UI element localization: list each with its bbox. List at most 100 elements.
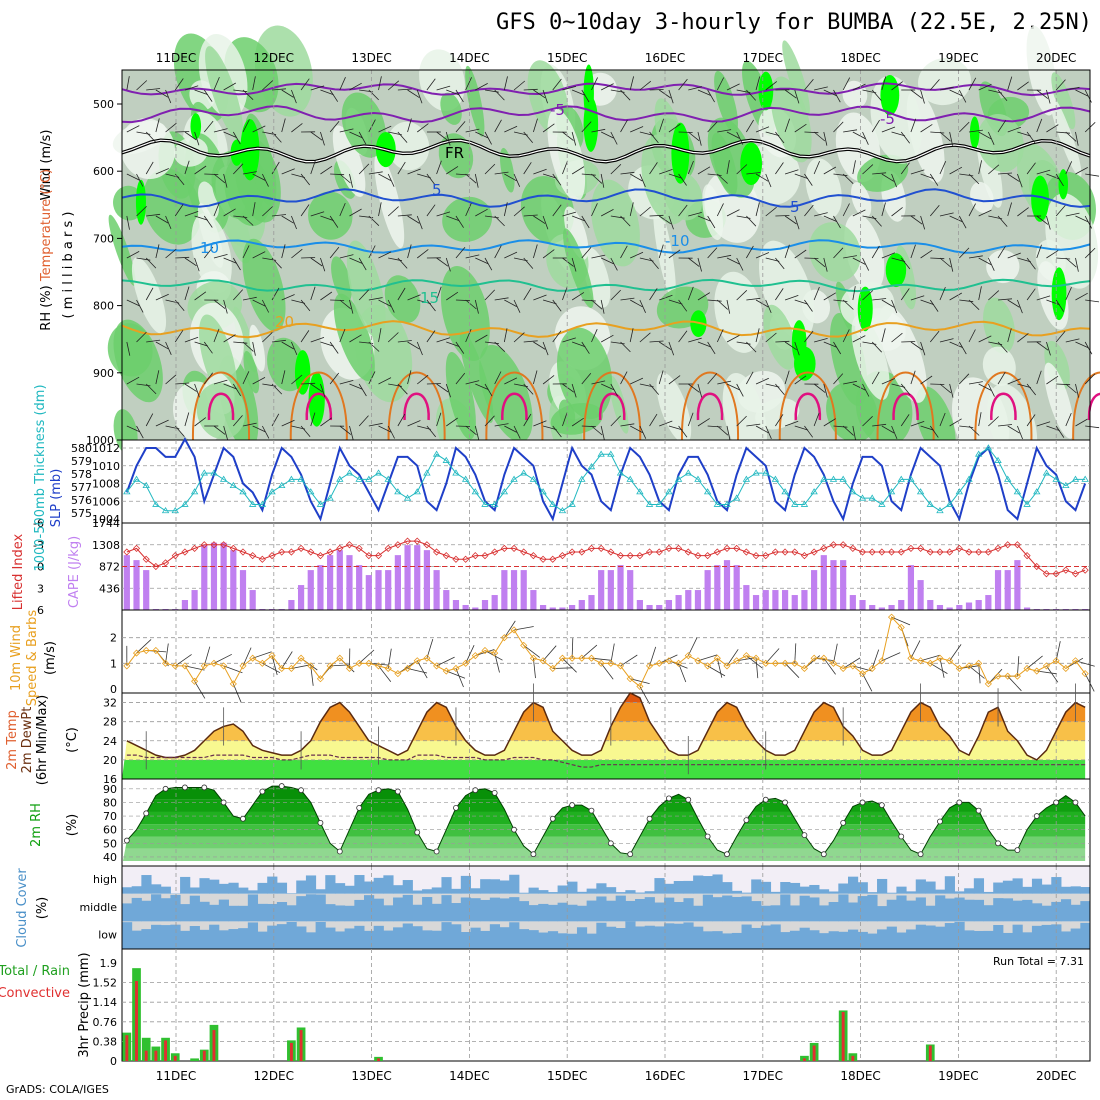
wind-barb <box>668 89 674 104</box>
cloud-bar <box>789 930 801 949</box>
cloud-bar <box>654 878 665 894</box>
wind-barb <box>310 257 323 267</box>
wind-speed-point <box>181 662 189 670</box>
wind-barb <box>591 380 606 385</box>
wind-speed-point <box>578 654 586 662</box>
wind-barb <box>1055 173 1064 187</box>
wind-barb <box>474 425 480 440</box>
wind-barb <box>203 215 213 228</box>
wind-barb <box>784 169 799 175</box>
wind-barb <box>320 89 334 96</box>
wind-barb <box>939 412 946 427</box>
wind-barb <box>629 328 634 343</box>
wind-barb <box>513 80 526 91</box>
wind-barb <box>775 383 785 395</box>
wind10-barb <box>649 646 657 667</box>
wind-barb <box>271 413 280 427</box>
cloud-bar <box>305 932 317 949</box>
wind-barb <box>126 76 130 91</box>
wind10-barb <box>291 664 312 669</box>
wind-barb <box>329 121 340 133</box>
thickness-point <box>210 469 218 476</box>
wind-barb <box>726 209 740 217</box>
pressure-tick-label: 600 <box>93 165 114 178</box>
rh-high-region <box>969 116 980 149</box>
wind10-barb <box>368 662 389 666</box>
cloud-bar <box>780 932 791 949</box>
cape-bar <box>365 575 372 610</box>
rh-point <box>607 840 614 847</box>
thickness-point <box>936 506 944 514</box>
cloud-bar <box>809 884 820 894</box>
wind-barb <box>416 215 423 230</box>
wind-barb <box>726 299 731 314</box>
wind-barb <box>1017 173 1023 188</box>
cloud-bar <box>760 925 772 949</box>
precip-frame <box>121 948 1091 1062</box>
rh-shade-region <box>332 125 366 197</box>
wind10-barb <box>862 673 873 692</box>
wind-barb <box>378 328 382 343</box>
thickness-point <box>742 475 751 482</box>
cloud-bar <box>567 881 578 894</box>
wind-barb <box>1026 414 1036 427</box>
wind-barb <box>910 370 916 385</box>
cloud-bar <box>838 931 849 949</box>
wind-barb <box>630 299 643 308</box>
wind-barb <box>523 340 538 343</box>
thickness-point <box>578 475 586 482</box>
wind-barb <box>765 332 777 343</box>
hot-contour <box>403 392 430 421</box>
wind-speed-point <box>984 680 992 688</box>
cloud-bar <box>789 882 801 894</box>
li-point <box>471 552 479 560</box>
wind-barb <box>136 206 147 217</box>
thickness-point <box>520 469 528 476</box>
temperature-contour <box>121 105 1091 124</box>
cloud-bar <box>257 931 268 949</box>
cloud-bar <box>964 888 975 894</box>
date-label-top: 20DEC <box>1036 51 1076 65</box>
wind-barb <box>997 120 1007 133</box>
cloud-bar <box>693 905 704 922</box>
wind-barb <box>252 425 266 433</box>
wind-barb <box>368 297 383 301</box>
cloud-bar <box>964 930 975 949</box>
cloud-bar <box>122 887 133 894</box>
cloud-bar <box>228 882 239 894</box>
cloud-bar <box>935 889 946 894</box>
date-label-bottom: 20DEC <box>1036 1069 1076 1083</box>
wind-speed-point <box>326 662 334 670</box>
wind-barb <box>494 341 506 352</box>
wind-barb <box>291 299 306 304</box>
wind-barb <box>446 291 459 301</box>
wind-barb <box>871 89 882 101</box>
wind-barb <box>407 89 420 98</box>
cape-bar <box>559 607 566 610</box>
wind-barb <box>426 425 437 438</box>
thickness-point <box>955 488 964 495</box>
wind-barb <box>920 215 926 230</box>
wind-barb <box>262 206 273 217</box>
wind-barb <box>378 299 392 307</box>
wind-barb <box>203 341 213 354</box>
wind10-barb <box>765 648 780 664</box>
wind-speed-point <box>161 659 170 667</box>
wind-barb <box>629 76 634 91</box>
wind-barb <box>416 374 429 385</box>
wind-barb <box>968 299 980 310</box>
cloud-bar <box>441 877 452 894</box>
wind-barb <box>804 330 814 343</box>
wind-barb <box>910 421 925 427</box>
cloud-bar <box>1002 932 1014 949</box>
cloud-bar <box>1031 878 1043 894</box>
wind-barb <box>852 286 856 301</box>
li-point <box>1004 541 1012 549</box>
precip-tick-label: 0.38 <box>93 1035 118 1048</box>
wind-barb <box>204 173 219 175</box>
wind-barb <box>765 257 780 262</box>
wind-barb <box>571 166 585 175</box>
li-point <box>733 544 741 552</box>
